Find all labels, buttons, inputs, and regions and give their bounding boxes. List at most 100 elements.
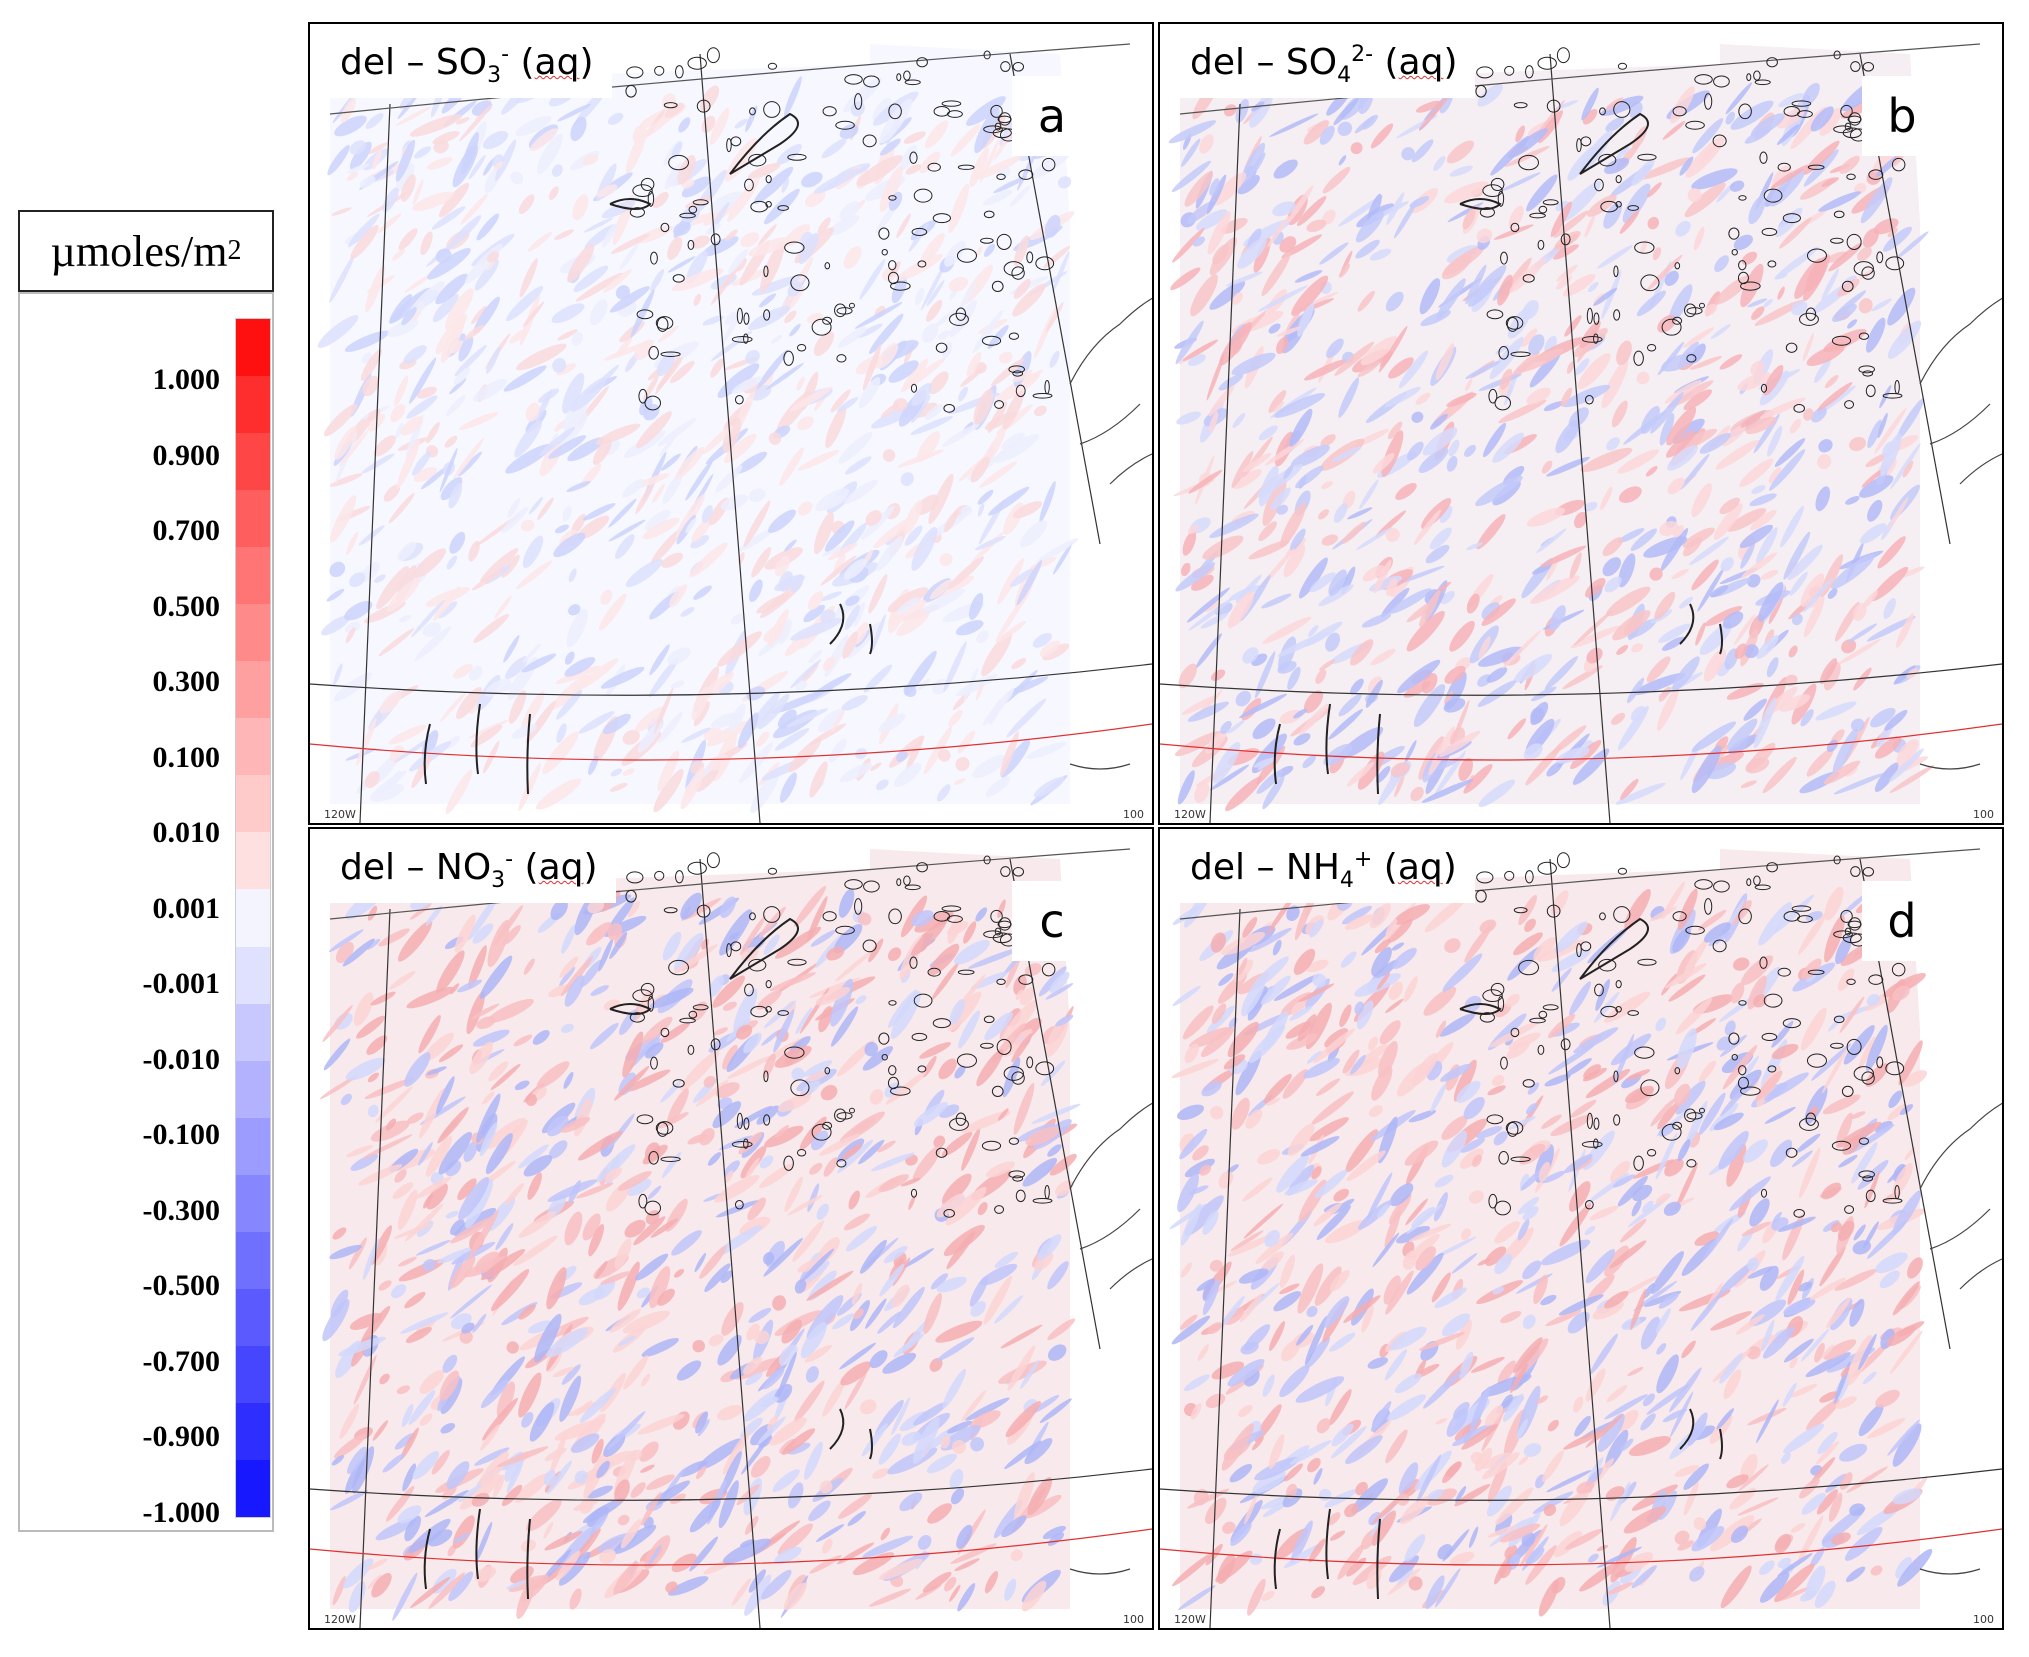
legend-unit-superscript: 2 xyxy=(227,235,242,266)
map-grid-line xyxy=(310,1528,1152,1566)
map-grid-line xyxy=(699,53,761,823)
title-subscript: 3 xyxy=(487,63,502,89)
title-superscript: - xyxy=(501,42,510,67)
field-streaks xyxy=(1169,881,1933,1617)
title-phase: aq xyxy=(538,847,584,888)
legend-tick-label: 0.700 xyxy=(152,514,221,547)
title-superscript: 2- xyxy=(1351,42,1374,67)
legend-tick-label: 0.100 xyxy=(152,740,221,774)
colorbar-segment xyxy=(236,1345,270,1403)
legend-frame xyxy=(18,292,274,1532)
map-grid-line xyxy=(310,723,1152,761)
colorbar-segment xyxy=(236,661,270,719)
lon-label-right: 100 xyxy=(1973,1613,1994,1626)
coastline xyxy=(1919,1102,2002,1575)
title-superscript: + xyxy=(1353,847,1373,872)
legend-tick-label: -0.001 xyxy=(142,967,221,1000)
legend-tick-label: 0.900 xyxy=(152,438,221,472)
coastline xyxy=(1919,297,2002,770)
panel-title-a: del – SO3- (aq) xyxy=(318,32,612,99)
colorbar-segment xyxy=(236,319,270,377)
data-field xyxy=(330,44,1070,804)
legend-tick-label: -0.010 xyxy=(142,1042,221,1076)
title-phase: aq xyxy=(1397,847,1443,888)
panel-title-d: del – NH4+ (aq) xyxy=(1168,837,1475,904)
panel-letter-a: a xyxy=(1012,76,1092,156)
colorbar-segment xyxy=(236,889,270,947)
colorbar-segment xyxy=(236,1117,270,1175)
panel-title-c: del – NO3- (aq) xyxy=(318,837,616,904)
legend-tick-label: -0.300 xyxy=(142,1193,221,1227)
colorbar-segment xyxy=(236,718,270,776)
colorbar-segment xyxy=(236,832,270,890)
legend-tick-label: -0.100 xyxy=(142,1118,221,1151)
lon-label-left: 120W xyxy=(1174,808,1206,821)
map-field-c xyxy=(310,848,1152,1628)
colorbar-segment xyxy=(236,1288,270,1346)
lake-outlines xyxy=(1273,852,1906,1600)
lake-outlines xyxy=(1273,47,1906,795)
colorbar-segment xyxy=(236,775,270,833)
title-text-post: ( xyxy=(1373,42,1399,83)
lon-label-right: 100 xyxy=(1123,808,1144,821)
title-superscript: - xyxy=(505,847,514,872)
title-subscript: 4 xyxy=(1337,63,1352,89)
legend-tick-label: 1.000 xyxy=(152,363,221,396)
title-subscript: 4 xyxy=(1339,868,1354,894)
panel-title-b: del – SO42- (aq) xyxy=(1168,32,1476,99)
coastline xyxy=(1069,297,1152,770)
map-grid-line xyxy=(1179,43,1981,115)
lon-label-left: 120W xyxy=(1174,1613,1206,1626)
title-text-end: ) xyxy=(1442,847,1457,888)
map-grid-line xyxy=(1160,663,2002,696)
map-grid-line xyxy=(329,43,1131,115)
colorbar-segment xyxy=(236,433,270,491)
lon-label-left: 120W xyxy=(324,1613,356,1626)
colorbar-segment xyxy=(236,490,270,548)
colorbar-segment xyxy=(236,1003,270,1061)
panel-letter-c: c xyxy=(1012,881,1092,961)
map-grid-line xyxy=(1549,858,1611,1628)
legend-unit-text: µmoles/m xyxy=(50,226,228,276)
title-text: del – NH xyxy=(1190,847,1340,888)
title-text: del – NO xyxy=(340,847,492,888)
map-panel-b: del – SO42- (aq) b 120W 100 xyxy=(1158,22,2004,825)
title-text-end: ) xyxy=(579,42,594,83)
legend-tick-label: -1.000 xyxy=(142,1495,221,1529)
title-text: del – SO xyxy=(340,42,488,83)
title-text-end: ) xyxy=(1443,42,1458,83)
data-field xyxy=(1180,849,1920,1609)
colorbar-segment xyxy=(236,1174,270,1232)
map-field-b xyxy=(1160,43,2002,823)
map-grid-line xyxy=(1179,848,1981,920)
legend-tick-label: 0.010 xyxy=(152,816,221,849)
title-text-post: ( xyxy=(509,42,535,83)
colorbar-segment xyxy=(236,1231,270,1289)
map-grid-line xyxy=(1209,103,1241,823)
legend-tick-label: 0.500 xyxy=(152,589,221,623)
map-grid-line xyxy=(359,908,391,1628)
map-field-d xyxy=(1160,848,2002,1628)
map-panel-c: del – NO3- (aq) c 120W 100 xyxy=(308,827,1154,1630)
colorbar-segment xyxy=(236,604,270,662)
legend-tick-label: 0.001 xyxy=(152,891,221,925)
map-grid-line xyxy=(1549,53,1611,823)
legend-tick-label: 0.300 xyxy=(152,665,221,698)
title-subscript: 3 xyxy=(491,868,506,894)
colorbar-segment xyxy=(236,547,270,605)
map-grid-line xyxy=(310,1468,1152,1501)
colorbar-segment xyxy=(236,1060,270,1118)
map-grid-line xyxy=(699,858,761,1628)
coastline xyxy=(1069,1102,1152,1575)
map-panel-a: del – SO3- (aq) a 120W 100 xyxy=(308,22,1154,825)
colorbar-segment xyxy=(236,1402,270,1460)
panel-letter-b: b xyxy=(1862,76,1942,156)
map-grid-line xyxy=(1160,723,2002,761)
lon-label-right: 100 xyxy=(1123,1613,1144,1626)
colorbar-segment xyxy=(236,1459,270,1517)
title-phase: aq xyxy=(534,42,580,83)
field-streaks xyxy=(317,73,1079,815)
map-grid-line xyxy=(1209,908,1241,1628)
map-grid-line xyxy=(359,103,391,823)
colorbar-segment xyxy=(236,946,270,1004)
